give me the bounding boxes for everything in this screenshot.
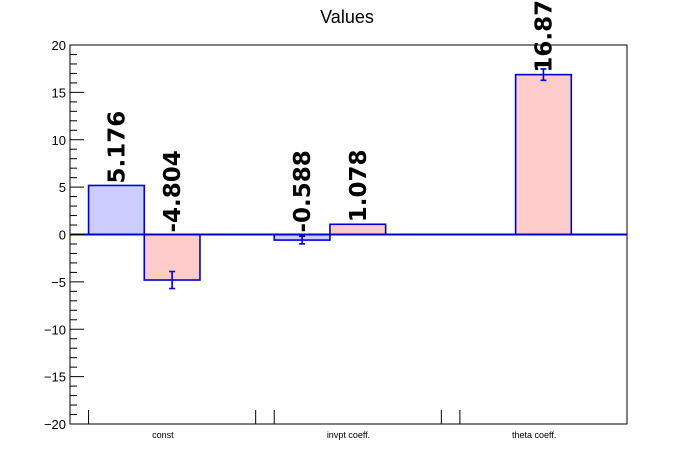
x-category-label: invpt coeff. xyxy=(327,430,370,440)
axes: 20 15 10 5 0 −5 −10 −15 −20 const invpt coeff. thet… xyxy=(44,38,628,440)
bar xyxy=(329,223,387,236)
y-tick-label: 20 xyxy=(52,38,66,53)
x-category-label: const xyxy=(152,430,174,440)
data-label: -4.804 xyxy=(160,150,186,232)
y-tick-label: −10 xyxy=(44,322,66,337)
chart-title: Values xyxy=(320,7,374,27)
y-tick-label: −15 xyxy=(44,370,66,385)
data-label: -0.588 xyxy=(290,150,316,232)
y-tick-label: −5 xyxy=(51,275,66,290)
x-category-label: theta coeff. xyxy=(512,430,556,440)
data-label: 16.872 xyxy=(531,0,557,73)
bars-layer xyxy=(87,68,573,290)
bar xyxy=(514,73,573,236)
y-tick-label: −20 xyxy=(44,417,66,432)
y-tick-label: 0 xyxy=(59,228,66,243)
data-label: 5.176 xyxy=(104,111,130,184)
y-tick-label: 5 xyxy=(59,180,66,195)
data-label: 1.078 xyxy=(346,150,372,223)
y-tick-label: 15 xyxy=(52,85,66,100)
data-labels: 5.176 -0.588 -4.804 1.078 16.872 xyxy=(104,0,557,233)
bar xyxy=(87,184,146,236)
y-tick-label: 10 xyxy=(52,133,66,148)
